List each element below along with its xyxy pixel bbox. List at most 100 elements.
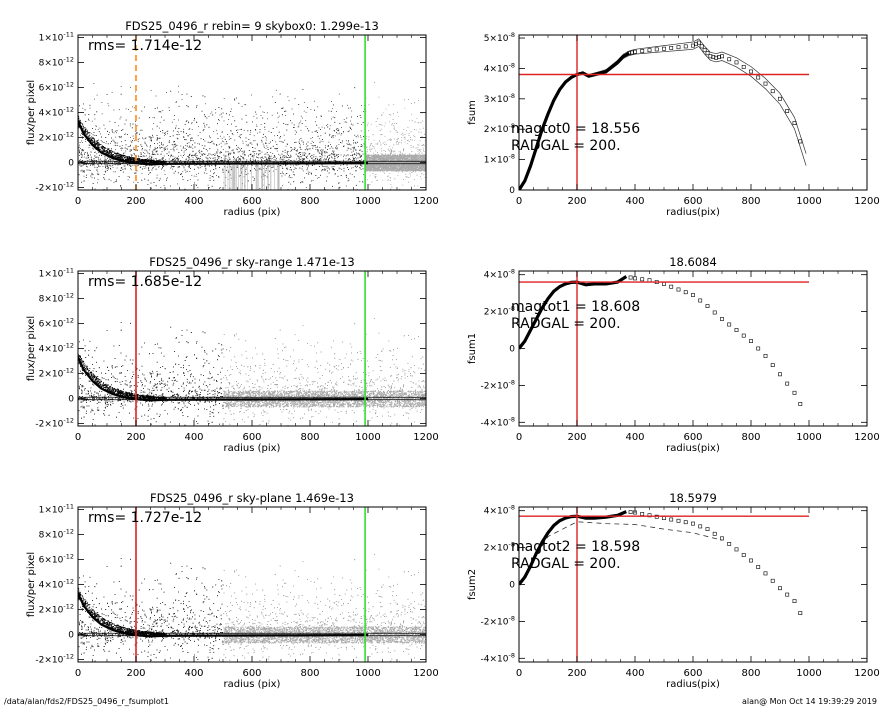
x-tick-label: 1200 xyxy=(854,432,879,443)
x-tick-label: 400 xyxy=(625,668,644,679)
rms-annotation: rms= 1.685e-12 xyxy=(88,274,202,290)
y-tick-label: -2×10-12 xyxy=(35,653,74,666)
x-tick-label: 600 xyxy=(242,196,261,207)
x-tick-label: 600 xyxy=(683,196,702,207)
y-tick-label: -4×10-8 xyxy=(481,415,515,428)
y-tick-label: 0 xyxy=(509,345,515,355)
y-tick-label: 4×10-12 xyxy=(39,342,74,355)
x-tick-label: 0 xyxy=(75,668,81,679)
y-axis-label: flux/per pixel xyxy=(26,552,37,617)
plot-area xyxy=(78,271,426,426)
x-tick-label: 1200 xyxy=(413,668,438,679)
panel-title: FDS25_0496_r sky-range 1.471e-13 xyxy=(149,255,354,269)
y-tick-label: 6×10-12 xyxy=(39,317,74,330)
y-tick-label: 1×10-11 xyxy=(39,267,74,280)
x-tick-label: 1200 xyxy=(413,196,438,207)
x-tick-label: 1000 xyxy=(796,668,821,679)
x-axis: 0 200 400 600 800 1000 1200 xyxy=(75,507,439,679)
magtot-annotation: magtot2 = 18.598 xyxy=(511,539,640,555)
plot-area xyxy=(78,507,426,662)
y-tick-label: -2×10-8 xyxy=(481,378,515,391)
x-tick-label: 200 xyxy=(126,668,145,679)
x-tick-label: 800 xyxy=(300,668,319,679)
lower-envelope xyxy=(519,45,807,190)
y-axis-label: fsum2 xyxy=(467,569,478,600)
rms-annotation: rms= 1.727e-12 xyxy=(88,510,202,526)
x-axis: 0 200 400 600 800 1000 1200 xyxy=(75,35,439,207)
y-axis: 1×10-11 8×10-12 6×10-12 4×10-12 2×10-12 0 -2×1… xyxy=(35,31,426,194)
footer-path: /data/alan/fds2/FDS25_0496_r_fsumplot1 xyxy=(4,697,169,706)
y-tick-label: 3×10-8 xyxy=(484,92,515,105)
x-tick-label: 1000 xyxy=(796,196,821,207)
dashed-growth-curve xyxy=(519,521,723,585)
plot-area xyxy=(519,271,809,426)
x-tick-label: 600 xyxy=(683,668,702,679)
panel-2: 0 200 400 600 800 1000 1200 radius(pix) 5×10-8 4×… xyxy=(467,31,880,218)
upper-envelope xyxy=(519,38,807,190)
x-axis: 0 200 400 600 800 1000 1200 xyxy=(516,35,880,207)
x-tick-label: 400 xyxy=(184,432,203,443)
x-tick-label: 1000 xyxy=(355,196,380,207)
y-axis-label: flux/per pixel xyxy=(26,80,37,145)
y-tick-label: 0 xyxy=(68,159,74,169)
y-axis-label: fsum1 xyxy=(467,333,478,364)
x-tick-label: 200 xyxy=(126,432,145,443)
x-tick-label: 0 xyxy=(516,432,522,443)
y-tick-label: -2×10-12 xyxy=(35,417,74,430)
x-axis-label: radius(pix) xyxy=(666,207,720,218)
panel-1: 0 200 400 600 800 1000 1200 radius (pix) 1×10-11… xyxy=(26,19,439,218)
y-axis: 4×10-8 2×10-8 0 -2×10-8 -4×10-8 xyxy=(481,504,867,664)
x-tick-label: 200 xyxy=(126,196,145,207)
x-tick-label: 600 xyxy=(242,432,261,443)
y-tick-label: 1×10-11 xyxy=(39,31,74,44)
x-axis-label: radius(pix) xyxy=(666,443,720,454)
x-axis-label: radius(pix) xyxy=(666,679,720,690)
y-tick-label: 6×10-12 xyxy=(39,81,74,94)
x-tick-label: 1000 xyxy=(355,432,380,443)
radgal-annotation: RADGAL = 200. xyxy=(511,316,621,332)
y-tick-label: 4×10-12 xyxy=(39,578,74,591)
radgal-annotation: RADGAL = 200. xyxy=(511,556,621,572)
x-tick-label: 400 xyxy=(184,196,203,207)
x-tick-label: 800 xyxy=(300,196,319,207)
plot-frame xyxy=(518,506,868,663)
y-tick-label: -4×10-8 xyxy=(481,651,515,664)
panel-title: FDS25_0496_r sky-plane 1.469e-13 xyxy=(150,491,354,505)
x-tick-label: 0 xyxy=(75,432,81,443)
y-tick-label: 8×10-12 xyxy=(39,292,74,305)
panel-6: 0 200 400 600 800 1000 1200 radius(pix) 4×10-8 2×… xyxy=(467,491,880,690)
x-tick-label: 1000 xyxy=(355,668,380,679)
y-tick-label: 2×10-12 xyxy=(39,603,74,616)
y-tick-label: 6×10-12 xyxy=(39,553,74,566)
plot-frame xyxy=(518,270,868,427)
x-tick-label: 400 xyxy=(184,668,203,679)
y-tick-label: 4×10-8 xyxy=(484,504,515,517)
y-tick-label: 2×10-12 xyxy=(39,367,74,380)
footer-stamp: alan@ Mon Oct 14 19:39:29 2019 xyxy=(742,697,877,706)
y-tick-label: 2×10-12 xyxy=(39,131,74,144)
y-axis: 1×10-11 8×10-12 6×10-12 4×10-12 2×10-12 0 -2×1… xyxy=(35,503,426,666)
y-tick-label: 2×10-8 xyxy=(484,122,515,135)
growth-curve-inner xyxy=(519,510,627,586)
magtot-annotation: magtot0 = 18.556 xyxy=(511,121,640,137)
x-tick-label: 400 xyxy=(625,432,644,443)
y-axis-label: flux/per pixel xyxy=(26,316,37,381)
x-tick-label: 1200 xyxy=(854,196,879,207)
y-axis-label: fsum xyxy=(467,100,478,125)
magtot-annotation: magtot1 = 18.608 xyxy=(511,299,640,315)
x-axis: 0 200 400 600 800 1000 1200 xyxy=(75,271,439,443)
rms-annotation: rms= 1.714e-12 xyxy=(88,38,202,54)
x-axis: 0 200 400 600 800 1000 1200 xyxy=(516,271,880,443)
y-tick-label: 4×10-8 xyxy=(484,268,515,281)
panel-title: 18.6084 xyxy=(669,255,717,269)
x-tick-label: 1200 xyxy=(413,432,438,443)
plot-area xyxy=(78,35,426,190)
growth-curve-inner xyxy=(519,275,628,350)
panel-3: 0 200 400 600 800 1000 1200 radius (pix) 1×10-11… xyxy=(26,255,439,454)
x-tick-label: 600 xyxy=(242,668,261,679)
x-tick-label: 400 xyxy=(625,196,644,207)
y-tick-label: 4×10-12 xyxy=(39,106,74,119)
plot-area xyxy=(519,35,809,190)
x-tick-label: 200 xyxy=(567,668,586,679)
